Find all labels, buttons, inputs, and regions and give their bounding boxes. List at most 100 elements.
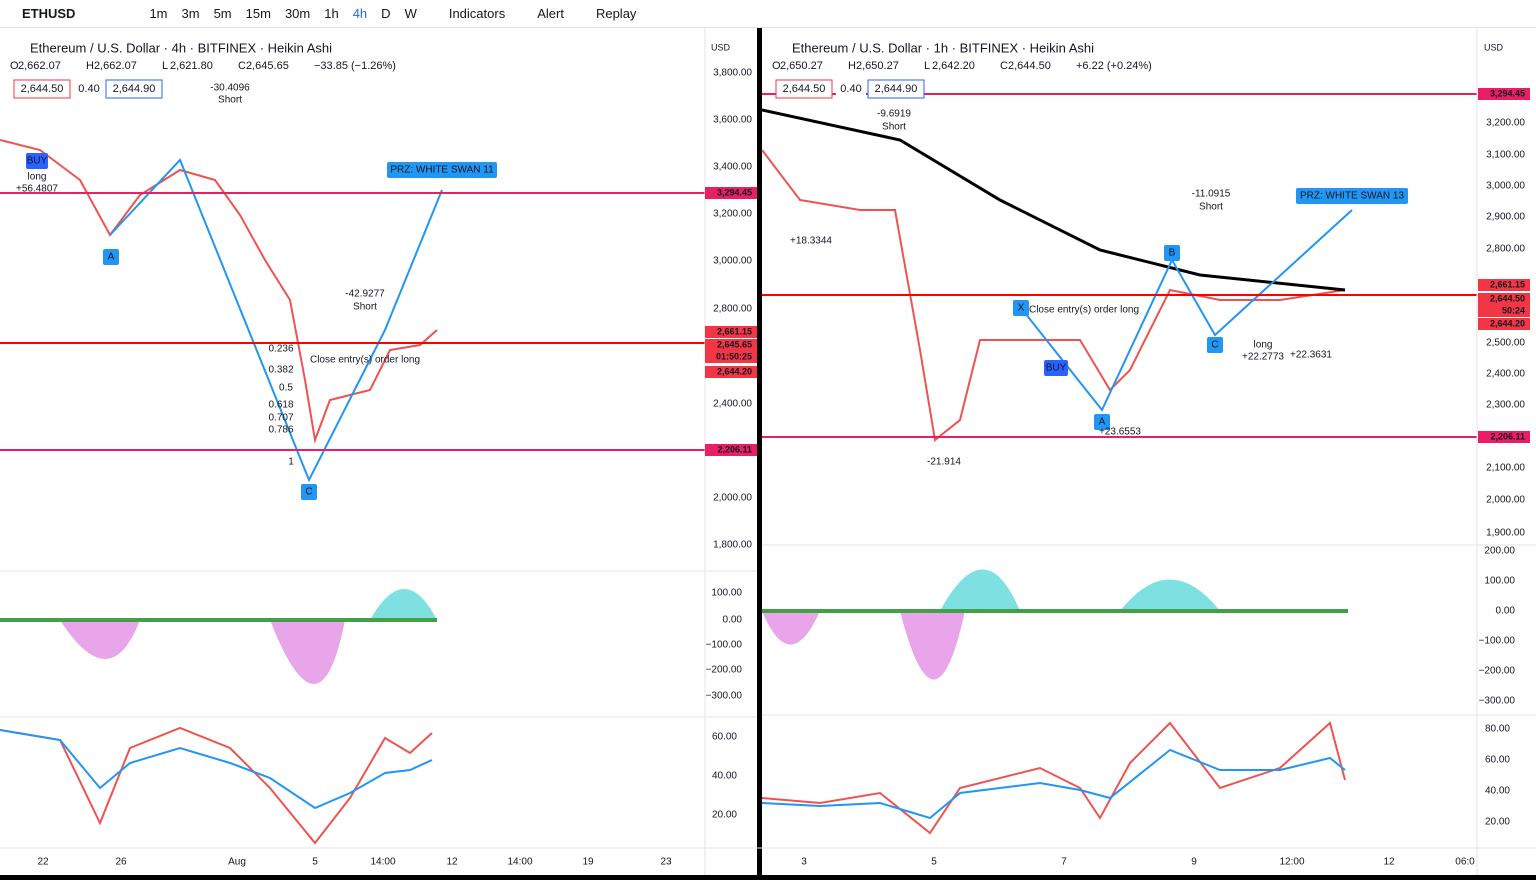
price-label: 2,000.00 (713, 493, 752, 504)
ohlc-label: H (848, 60, 856, 72)
ohlc-label: L (162, 60, 168, 72)
oscillator-label: 100.00 (711, 588, 742, 599)
annotation: -21.914 (927, 457, 961, 468)
time-label: 5 (931, 857, 937, 868)
annotation: 0.5 (279, 383, 293, 394)
annotation-box (1094, 414, 1110, 430)
toolbar-button[interactable]: Alert (537, 6, 564, 21)
interval[interactable]: 15m (245, 6, 271, 21)
time-label: 06:0 (1455, 857, 1475, 868)
badge-text: 50:24 (1502, 305, 1525, 315)
ohlc-value: 2,621.80 (170, 60, 213, 72)
ohlc-value: 2,650.27 (856, 60, 899, 72)
rsi-label: 60.00 (1485, 755, 1510, 766)
price-badge (1478, 305, 1530, 317)
annotation: -30.4096 (210, 83, 250, 94)
rsi (0, 729, 433, 810)
quote: 2,644.90 (875, 83, 918, 95)
price-badge (1478, 279, 1530, 291)
price-badge (705, 187, 757, 199)
rsi (0, 726, 433, 845)
interval[interactable]: W (404, 6, 417, 21)
badge-text: 2,661.15 (1490, 279, 1525, 289)
annotation: BUY (27, 156, 48, 167)
annotation: +22.3631 (1290, 350, 1332, 361)
annotation-box (1044, 360, 1068, 376)
currency: USD (1484, 42, 1504, 52)
annotation-box (1164, 245, 1180, 261)
rsi (761, 748, 1346, 820)
interval[interactable]: 3m (181, 6, 200, 21)
price-label: 3,100.00 (1486, 150, 1525, 161)
annotation: +56.4807 (16, 184, 58, 195)
pane-title: Ethereum / U.S. Dollar · 1h · BITFINEX ·… (792, 40, 1094, 55)
badge-text: 2,644.20 (1490, 318, 1525, 328)
interval[interactable]: 5m (213, 6, 232, 21)
interval[interactable]: 4h (352, 6, 368, 21)
price-label: 2,800.00 (1486, 244, 1525, 255)
rsi-label: 60.00 (712, 732, 737, 743)
badge-text: 2,206.11 (717, 444, 752, 454)
badge-text: 2,206.11 (1490, 431, 1525, 441)
quote: 2,644.50 (21, 83, 64, 95)
rsi-label: 20.00 (1485, 817, 1510, 828)
time-label: 3 (801, 857, 807, 868)
price-label: 2,000.00 (1486, 495, 1525, 506)
rsi-label: 20.00 (712, 810, 737, 821)
oscillator-label: −100.00 (706, 640, 743, 651)
price-badge (705, 326, 757, 338)
ohlc-value: 2,650.27 (780, 60, 823, 72)
oscillator-label: −100.00 (1479, 636, 1516, 647)
annotation: -42.9277 (345, 289, 385, 300)
interval[interactable]: D (381, 6, 391, 21)
ohlc-label: O (10, 60, 19, 72)
annotation: A (108, 252, 115, 263)
annotation: +23.6553 (1099, 427, 1141, 438)
oscillator-label: 0.00 (1496, 606, 1516, 617)
price-badge (705, 366, 757, 378)
quote-box (867, 79, 925, 99)
rsi-label: 40.00 (1485, 786, 1510, 797)
quote-box (105, 79, 163, 99)
annotation: Close entry(s) order long (1029, 305, 1139, 316)
time-label: 14:00 (370, 857, 395, 868)
annotation-box (26, 153, 48, 169)
time-label: 19 (582, 857, 594, 868)
price-label: 3,800.00 (713, 68, 752, 79)
ohlc-value: 2,642.20 (932, 60, 975, 72)
annotation: B (1169, 248, 1176, 259)
drawings (0, 93, 1477, 845)
interval[interactable]: 1h (324, 6, 339, 21)
quote: 2,644.50 (783, 83, 826, 95)
oscillator-label: 0.00 (723, 615, 743, 626)
interval[interactable]: 1m (149, 6, 168, 21)
price-label: 2,400.00 (1486, 369, 1525, 380)
toolbar-button[interactable]: Replay (595, 6, 637, 21)
annotation: 0.382 (268, 365, 293, 376)
price-label: 3,200.00 (1486, 118, 1525, 129)
price-label: 2,900.00 (1486, 212, 1525, 223)
annotation: A (1099, 417, 1106, 428)
price-label: 1,800.00 (713, 540, 752, 551)
ohlc-label: C (238, 60, 246, 72)
interval[interactable]: 30m (284, 6, 311, 21)
annotation: PRZ: WHITE SWAN 13 (1300, 191, 1405, 202)
change: +6.22 (+0.24%) (1076, 60, 1152, 72)
annotation: 0.618 (268, 400, 293, 411)
symbol[interactable]: ETHUSD (22, 6, 76, 21)
charts: Ethereum / U.S. Dollar · 4h · BITFINEX ·… (0, 28, 1536, 880)
toolbar-button[interactable]: Indicators (448, 6, 506, 21)
annotation: 1 (288, 457, 294, 468)
quote: 2,644.90 (113, 83, 156, 95)
annotation-box (103, 249, 119, 265)
ohlc-label: L (924, 60, 930, 72)
currency: USD (711, 42, 731, 52)
annotation: 0.786 (268, 425, 293, 436)
annotation: +22.2773 (1242, 352, 1284, 363)
price-label: 2,300.00 (1486, 400, 1525, 411)
oscillator-label: 100.00 (1484, 576, 1515, 587)
badge-text: 2,645.65 (717, 339, 752, 349)
annotation-box (387, 162, 497, 178)
badge-text: 3,294.45 (717, 187, 752, 197)
